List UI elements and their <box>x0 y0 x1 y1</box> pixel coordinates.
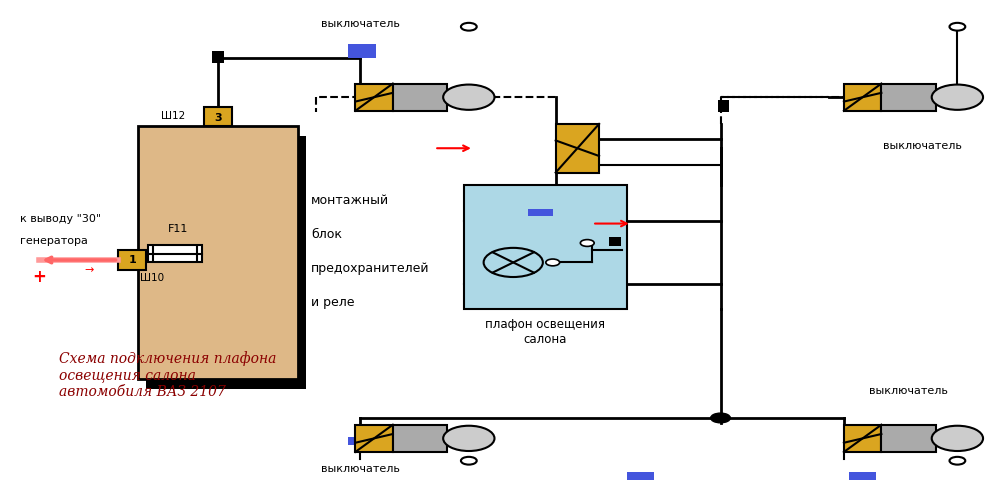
Text: 1: 1 <box>128 255 136 265</box>
Circle shape <box>580 240 594 246</box>
Text: +: + <box>33 268 46 286</box>
Bar <box>348 44 376 51</box>
Bar <box>626 472 654 480</box>
Bar <box>463 185 626 309</box>
Bar <box>528 209 552 216</box>
Text: к выводу "30": к выводу "30" <box>20 214 101 224</box>
Bar <box>608 237 620 246</box>
Bar <box>880 425 935 452</box>
Circle shape <box>460 23 476 31</box>
Text: выключатель: выключатель <box>320 464 399 474</box>
Bar <box>392 425 447 452</box>
Bar <box>212 51 224 63</box>
Circle shape <box>443 85 494 110</box>
Bar <box>148 245 202 262</box>
Circle shape <box>710 413 730 423</box>
Text: монтажный: монтажный <box>311 194 388 208</box>
Circle shape <box>931 85 982 110</box>
Text: F11: F11 <box>168 224 187 234</box>
Text: плафон освещения: плафон освещения <box>484 318 604 331</box>
Bar <box>717 100 729 112</box>
Circle shape <box>949 23 964 31</box>
Text: выключатель: выключатель <box>882 141 961 151</box>
Text: и реле: и реле <box>311 296 354 310</box>
Bar <box>348 51 376 58</box>
Circle shape <box>949 457 964 465</box>
Text: →: → <box>84 265 94 275</box>
Circle shape <box>545 259 559 266</box>
Bar <box>146 136 306 389</box>
Bar <box>348 437 376 445</box>
Bar <box>355 425 392 452</box>
Bar <box>392 84 447 111</box>
Bar <box>843 84 880 111</box>
Circle shape <box>931 426 982 451</box>
Text: Схема подключения плафона
освещения салона
автомобиля ВАЗ 2107: Схема подключения плафона освещения сало… <box>59 351 276 399</box>
Circle shape <box>443 426 494 451</box>
Bar <box>204 107 232 126</box>
Text: Ш12: Ш12 <box>161 111 185 121</box>
Bar <box>118 250 146 270</box>
Bar <box>880 84 935 111</box>
Text: Ш10: Ш10 <box>140 274 164 283</box>
Text: выключатель: выключатель <box>320 19 399 29</box>
Bar <box>843 425 880 452</box>
Bar <box>846 437 874 445</box>
Text: генератора: генератора <box>20 236 88 245</box>
Bar <box>848 472 876 480</box>
Circle shape <box>460 457 476 465</box>
Text: салона: салона <box>523 333 566 346</box>
Bar <box>555 124 599 173</box>
Bar <box>355 84 392 111</box>
Text: 3: 3 <box>214 113 222 122</box>
Text: блок: блок <box>311 228 341 242</box>
Text: предохранителей: предохранителей <box>311 262 429 276</box>
Text: выключатель: выключатель <box>868 386 947 396</box>
Bar <box>138 126 298 379</box>
